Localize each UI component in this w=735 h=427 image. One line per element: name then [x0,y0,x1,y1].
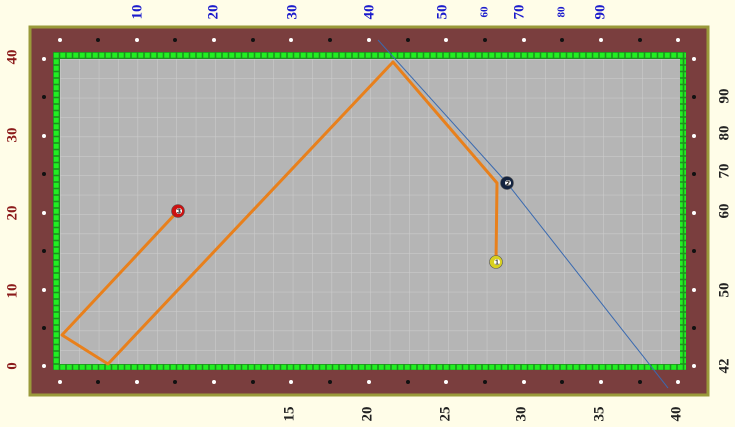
diamond [251,380,255,384]
diamond [522,38,526,42]
diamond [42,288,46,292]
bottom-label: 15 [281,407,297,422]
diamond [42,57,46,61]
diamond [173,380,177,384]
diamond [289,38,293,42]
top-label: 20 [205,5,221,20]
ball-spot [176,208,182,214]
diamond [42,364,46,368]
diamond [444,38,448,42]
ball-number: 3 [177,208,181,215]
ball-number: 1 [495,259,499,266]
diamond [135,38,139,42]
diamond [692,364,696,368]
diamond [406,38,410,42]
diamond [42,172,46,176]
diamond [692,172,696,176]
playing-surface [60,59,680,364]
bottom-label: 20 [359,407,375,422]
top-label: 60 [479,6,491,18]
ball-spot [494,259,500,265]
diamond [483,380,487,384]
diamond [692,95,696,99]
diamond [328,38,332,42]
overlay: 10 20 30 40 50 60 70 80 904030201009080706050421… [4,5,732,422]
top-label: 70 [511,5,527,20]
right-label: 70 [716,164,732,179]
top-label: 90 [592,5,608,20]
diamond [212,380,216,384]
diamond [42,95,46,99]
diamond [96,380,100,384]
diamond [406,380,410,384]
right-label: 42 [716,359,732,374]
diamond [289,380,293,384]
diamond [173,38,177,42]
right-label: 50 [716,283,732,298]
bottom-label: 25 [437,407,453,422]
bottom-label: 30 [513,407,529,422]
diamond [599,380,603,384]
diamond [599,38,603,42]
diamond [367,38,371,42]
diamond [560,380,564,384]
diamond [560,38,564,42]
diamond [676,380,680,384]
diamond [42,134,46,138]
diamond [58,38,62,42]
diamond [692,249,696,253]
diamond [367,380,371,384]
diamond [444,380,448,384]
diamond [692,134,696,138]
diamond [96,38,100,42]
diamond [212,38,216,42]
diamond [42,249,46,253]
diamond [676,38,680,42]
diamond [522,380,526,384]
diamond [328,380,332,384]
ball-path [60,60,499,366]
top-label: 40 [361,5,377,20]
left-label: 30 [4,128,20,143]
bottom-label: 40 [668,407,684,422]
diamond [42,211,46,215]
bottom-label: 35 [591,407,607,422]
right-label: 80 [716,126,732,141]
top-label: 10 [129,5,145,20]
left-label: 40 [4,50,20,65]
ball-number: 2 [506,180,510,187]
diamond [638,38,642,42]
right-label: 90 [716,89,732,104]
right-label: 60 [716,204,732,219]
left-label: 20 [4,206,20,221]
diamond [251,38,255,42]
diamond [42,326,46,330]
diamond [692,57,696,61]
diamond [692,326,696,330]
diamond [638,380,642,384]
diamond [692,288,696,292]
top-label: 30 [284,5,300,20]
diamond [135,380,139,384]
top-label: 80 [556,6,568,18]
left-label: 10 [4,284,20,299]
diamond [58,380,62,384]
top-label: 50 [434,5,450,20]
diamond [483,38,487,42]
diamond [692,211,696,215]
left-label: 0 [4,362,20,370]
ball-spot [505,180,511,186]
